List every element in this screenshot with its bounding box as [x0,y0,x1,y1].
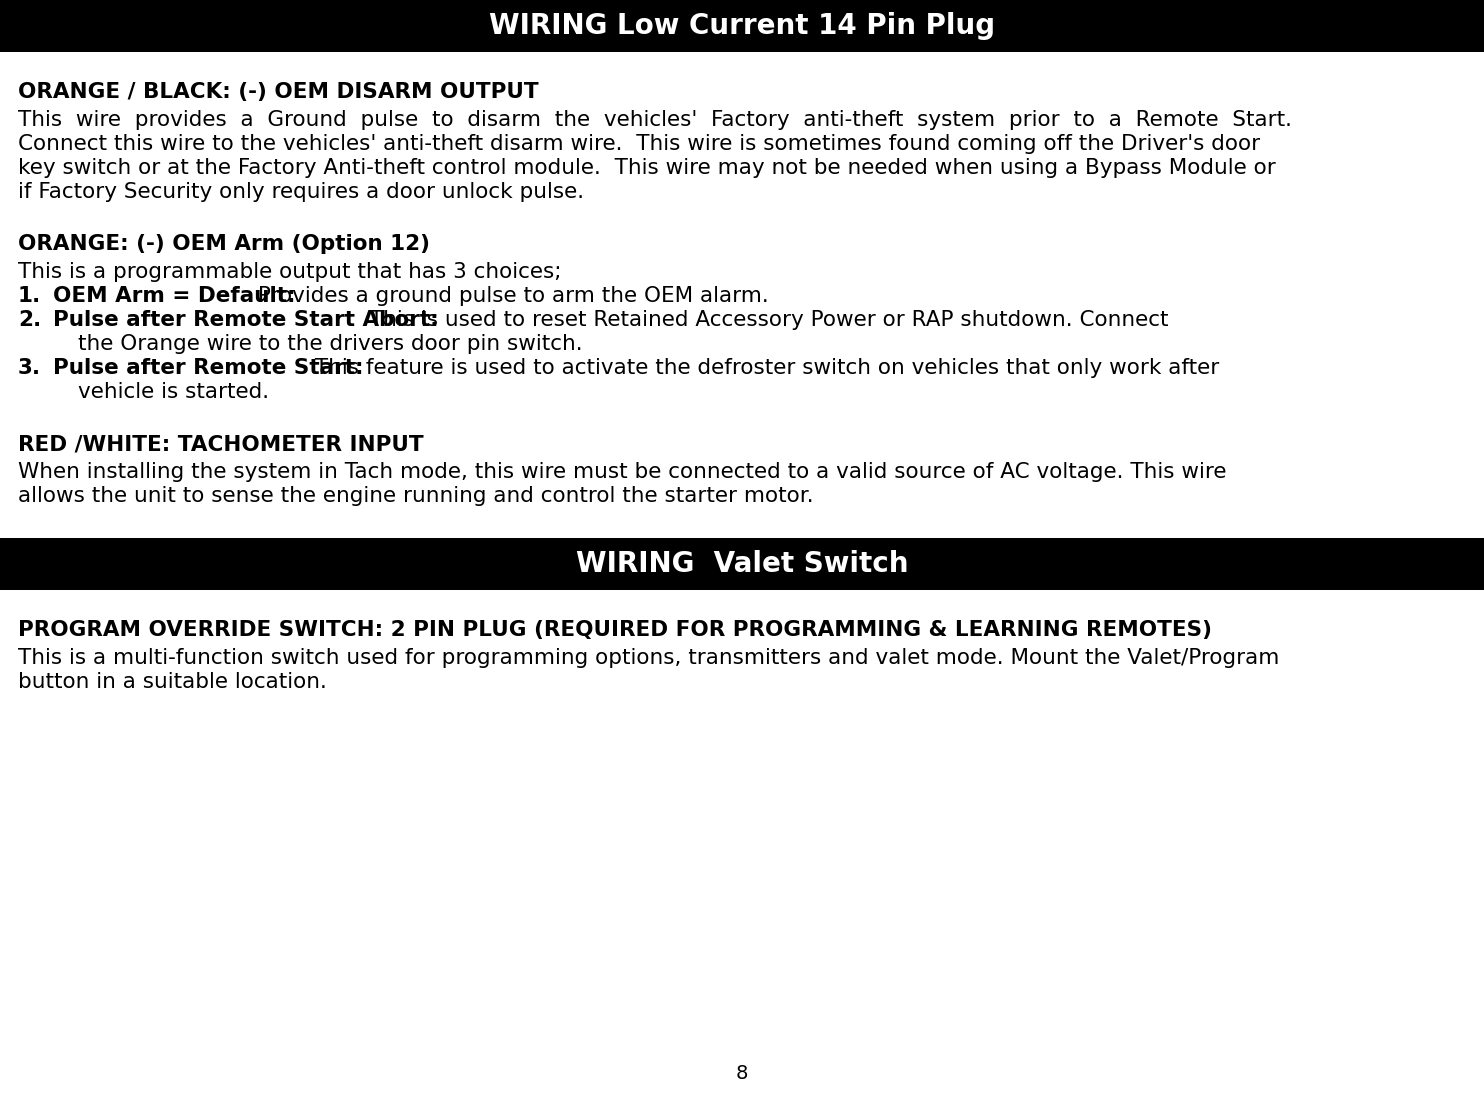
Text: 2.: 2. [18,310,42,330]
Text: ORANGE / BLACK: (-) OEM DISARM OUTPUT: ORANGE / BLACK: (-) OEM DISARM OUTPUT [18,82,539,101]
Text: This is a programmable output that has 3 choices;: This is a programmable output that has 3… [18,263,561,282]
Bar [0,538,1484,590]
Text: This  wire  provides  a  Ground  pulse  to  disarm  the  vehicles'  Factory  ant: This wire provides a Ground pulse to dis… [18,110,1291,130]
Text: OEM Arm = Default:: OEM Arm = Default: [53,286,295,306]
Text: This feature is used to activate the defroster switch on vehicles that only work: This feature is used to activate the def… [307,358,1218,378]
Text: Pulse after Remote Start:: Pulse after Remote Start: [53,358,364,378]
Text: When installing the system in Tach mode, this wire must be connected to a valid : When installing the system in Tach mode,… [18,462,1226,482]
Text: button in a suitable location.: button in a suitable location. [18,672,326,692]
Text: 8: 8 [736,1064,748,1083]
Text: the Orange wire to the drivers door pin switch.: the Orange wire to the drivers door pin … [77,334,582,354]
Text: RED /WHITE: TACHOMETER INPUT: RED /WHITE: TACHOMETER INPUT [18,433,423,454]
Text: Pulse after Remote Start Abort:: Pulse after Remote Start Abort: [53,310,438,330]
Text: vehicle is started.: vehicle is started. [77,382,269,401]
Text: WIRING  Valet Switch: WIRING Valet Switch [576,550,908,578]
Text: This is used to reset Retained Accessory Power or RAP shutdown. Connect: This is used to reset Retained Accessory… [362,310,1168,330]
Text: ORANGE: (-) OEM Arm (Option 12): ORANGE: (-) OEM Arm (Option 12) [18,234,430,254]
Text: 3.: 3. [18,358,42,378]
Text: Provides a ground pulse to arm the OEM alarm.: Provides a ground pulse to arm the OEM a… [251,286,769,306]
Text: 1.: 1. [18,286,42,306]
Text: WIRING Low Current 14 Pin Plug: WIRING Low Current 14 Pin Plug [488,12,996,40]
Text: PROGRAM OVERRIDE SWITCH: 2 PIN PLUG (REQUIRED FOR PROGRAMMING & LEARNING REMOTES: PROGRAM OVERRIDE SWITCH: 2 PIN PLUG (REQ… [18,620,1212,640]
Bar [0,0,1484,52]
Text: allows the unit to sense the engine running and control the starter motor.: allows the unit to sense the engine runn… [18,486,813,506]
Text: if Factory Security only requires a door unlock pulse.: if Factory Security only requires a door… [18,182,583,202]
Text: This is a multi-function switch used for programming options, transmitters and v: This is a multi-function switch used for… [18,647,1279,668]
Text: key switch or at the Factory Anti-theft control module.  This wire may not be ne: key switch or at the Factory Anti-theft … [18,158,1276,178]
Text: Connect this wire to the vehicles' anti-theft disarm wire.  This wire is sometim: Connect this wire to the vehicles' anti-… [18,133,1260,154]
